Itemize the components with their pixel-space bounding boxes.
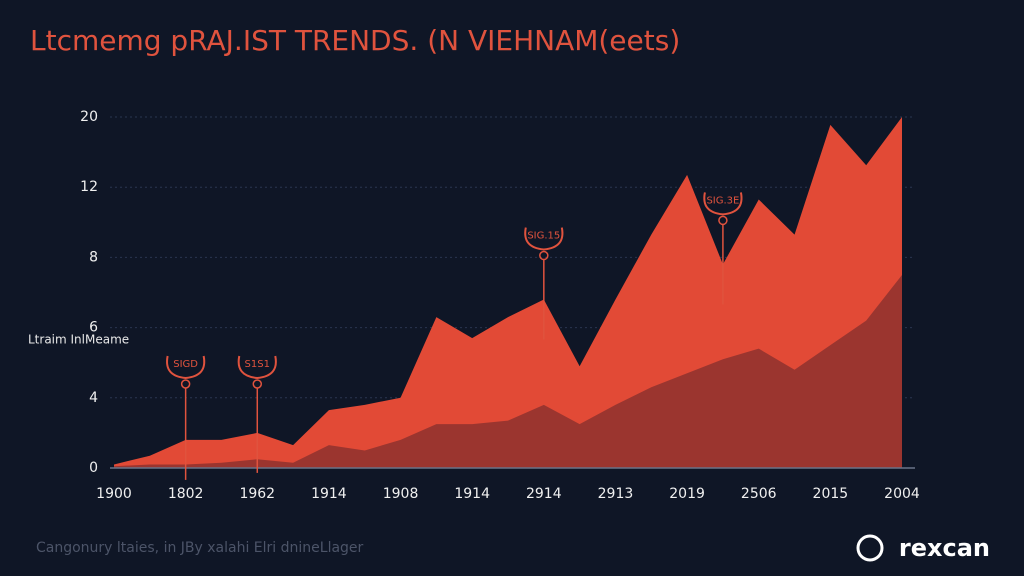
x-tick-label: 2004 xyxy=(884,486,920,502)
annotation-knot xyxy=(252,379,263,389)
annotation-ornament xyxy=(524,227,564,251)
brand-icon xyxy=(856,534,884,562)
annotation-knot xyxy=(180,379,191,389)
annotation-ornament xyxy=(237,355,277,380)
brand-logo xyxy=(856,534,884,562)
x-tick-label: 1914 xyxy=(454,486,490,502)
x-tick-label: 2506 xyxy=(741,486,777,502)
y-tick-label: 12 xyxy=(80,179,98,195)
x-tick-label: 1962 xyxy=(239,486,275,502)
annotation-text: SIG.3E xyxy=(706,195,739,206)
annotation-knot xyxy=(539,250,549,261)
brand: rexcan xyxy=(899,534,990,562)
x-tick-label: 1900 xyxy=(96,486,132,502)
annotation: S1S1 xyxy=(237,355,277,473)
x-tick-label: 1914 xyxy=(311,486,347,502)
x-tick-label: 2015 xyxy=(813,486,849,502)
y-tick-label: 8 xyxy=(89,249,98,265)
x-tick-label: 1802 xyxy=(168,486,204,502)
y-tick-label: 20 xyxy=(80,109,98,125)
annotation-ornament xyxy=(703,192,743,216)
annotation-text: S1S1 xyxy=(245,359,270,370)
x-tick-label: 2913 xyxy=(598,486,634,502)
annotation: SIG.3E xyxy=(703,192,743,305)
annotation-ornament xyxy=(166,355,206,380)
x-tick-label: 2019 xyxy=(669,486,705,502)
x-tick-label: 2914 xyxy=(526,486,562,502)
y-tick-label: 4 xyxy=(89,390,98,406)
annotation-text: SIG.15 xyxy=(527,231,560,242)
brand-icon-cut xyxy=(865,540,877,556)
annotation-text: SIGD xyxy=(173,359,198,370)
chart-title: Ltcmemg pRAJ.IST TRENDS. (N VIEHNAM(eets… xyxy=(30,24,680,57)
y-axis-label: Ltraim InlMeame xyxy=(28,333,129,347)
area xyxy=(114,274,902,468)
footer: Cangonury ltaies, in JBy xalahi Elri dni… xyxy=(36,540,364,556)
annotation-knot xyxy=(718,215,728,226)
x-tick-label: 1908 xyxy=(383,486,419,502)
annotation: SIGD xyxy=(166,355,206,480)
annotation: SIG.15 xyxy=(524,227,564,340)
y-tick-label: 6 xyxy=(89,320,98,336)
y-tick-label: 0 xyxy=(89,460,98,476)
